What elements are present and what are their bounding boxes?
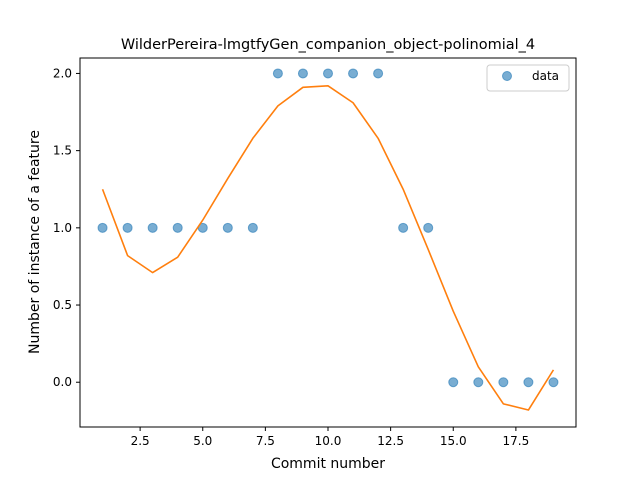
data-point <box>523 377 534 388</box>
data-point <box>373 68 384 79</box>
x-tick-label: 2.5 <box>131 434 150 448</box>
data-point <box>548 377 559 388</box>
y-tick-label: 1.0 <box>53 221 72 235</box>
data-point <box>348 68 359 79</box>
x-tick-label: 7.5 <box>256 434 275 448</box>
data-point <box>473 377 484 388</box>
plot-area: 2.5 5.0 7.5 10.0 12.5 15.0 17.5 0.0 0.5 1.0 1.5 2.0 <box>53 66 559 448</box>
x-tick-label: 15.0 <box>440 434 467 448</box>
legend-marker <box>502 71 512 81</box>
fit-line <box>101 84 555 411</box>
data-point <box>147 222 158 233</box>
chart-title: WilderPereira-lmgtfyGen_companion_object… <box>121 37 535 53</box>
data-point <box>297 68 308 79</box>
y-tick-label: 2.0 <box>53 66 72 80</box>
y-tick-label: 0.5 <box>53 298 72 312</box>
data-point <box>423 222 434 233</box>
y-tick-label: 1.5 <box>53 144 72 158</box>
y-tick-label: 0.0 <box>53 375 72 389</box>
x-tick-label: 12.5 <box>377 434 404 448</box>
data-point <box>172 222 183 233</box>
data-point <box>222 222 233 233</box>
data-point <box>272 68 283 79</box>
x-axis-label: Commit number <box>271 456 385 472</box>
x-tick-label: 17.5 <box>503 434 530 448</box>
legend: data <box>486 64 570 92</box>
data-point <box>247 222 258 233</box>
data-point <box>398 222 409 233</box>
data-point <box>97 222 108 233</box>
data-point <box>122 222 133 233</box>
data-point <box>323 68 333 79</box>
data-point <box>448 377 459 388</box>
legend-label-data: data <box>532 69 559 83</box>
y-axis-label: Number of instance of a feature <box>27 130 43 354</box>
x-tick-label: 10.0 <box>315 434 342 448</box>
x-tick-label: 5.0 <box>193 434 212 448</box>
data-point <box>498 377 509 388</box>
axes-frame <box>79 57 577 428</box>
